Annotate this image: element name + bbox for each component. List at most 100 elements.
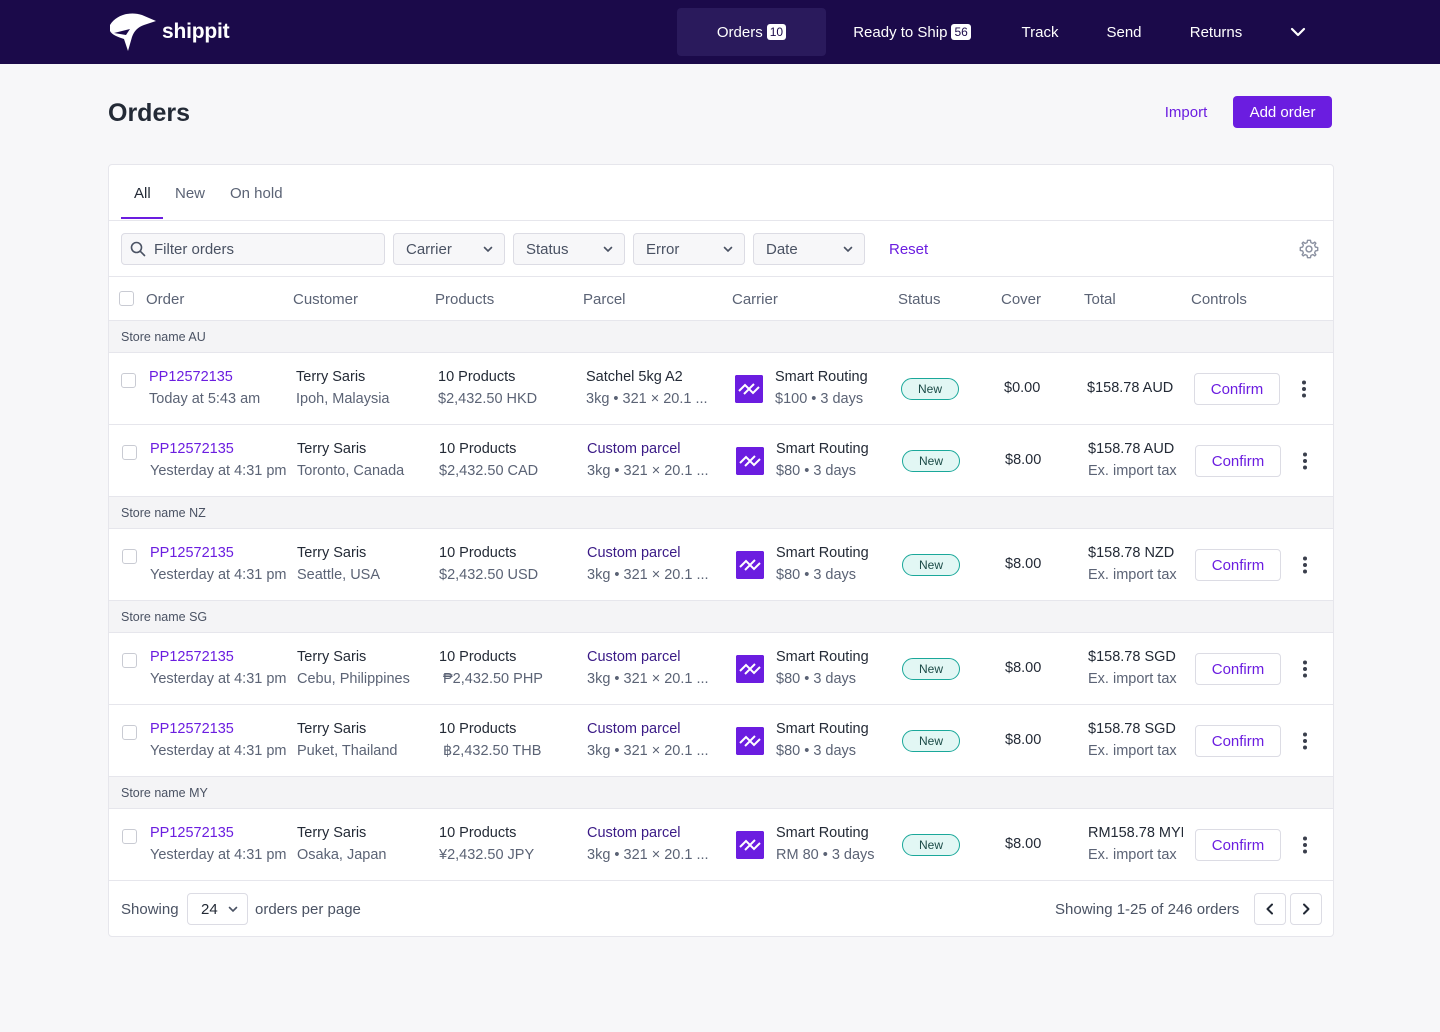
confirm-button[interactable]: Confirm [1194, 373, 1280, 405]
carrier-filter[interactable]: Carrier [393, 233, 505, 265]
filter-orders-input[interactable] [154, 240, 374, 258]
nav-ready-badge: 56 [951, 24, 971, 40]
carrier-detail: $80 • 3 days [776, 567, 857, 583]
chevron-down-icon [603, 246, 613, 253]
import-button[interactable]: Import [1150, 96, 1222, 128]
product-price: $2,432.50 HKD [438, 391, 538, 407]
row-checkbox[interactable] [121, 373, 136, 388]
kebab-icon[interactable] [1295, 659, 1315, 679]
column-parcel[interactable]: Parcel [583, 291, 626, 308]
order-id-link[interactable]: PP12572135 [150, 441, 234, 457]
error-filter[interactable]: Error [633, 233, 745, 265]
row-checkbox[interactable] [122, 829, 137, 844]
order-id-link[interactable]: PP12572135 [150, 721, 234, 737]
confirm-button[interactable]: Confirm [1195, 445, 1281, 477]
kebab-icon[interactable] [1295, 555, 1315, 575]
nav-track[interactable]: Track [1010, 8, 1070, 56]
store-group-header: Store name NZ [109, 497, 1333, 529]
gear-icon[interactable] [1298, 238, 1320, 260]
order-id-link[interactable]: PP12572135 [150, 825, 234, 841]
smart-routing-icon [735, 375, 763, 403]
table-row[interactable]: PP12572135 Today at 5:43 am Terry Saris … [109, 353, 1333, 425]
nav-send[interactable]: Send [1096, 8, 1152, 56]
table-row[interactable]: PP12572135 Yesterday at 4:31 pm Terry Sa… [109, 425, 1333, 497]
carrier-detail: $80 • 3 days [776, 743, 857, 759]
total-note: Ex. import tax [1088, 463, 1177, 479]
column-carrier[interactable]: Carrier [732, 291, 778, 308]
kebab-icon[interactable] [1295, 451, 1315, 471]
status-badge: New [902, 658, 960, 680]
carrier-detail: $80 • 3 days [776, 463, 857, 479]
add-order-button[interactable]: Add order [1233, 96, 1332, 128]
date-filter[interactable]: Date [753, 233, 865, 265]
cover-amount: $8.00 [1005, 660, 1042, 676]
customer-name: Terry Saris [297, 825, 367, 841]
smart-routing-icon [736, 831, 764, 859]
product-price: $2,432.50 USD [439, 567, 539, 583]
chevron-down-icon [723, 246, 733, 253]
confirm-button[interactable]: Confirm [1195, 725, 1281, 757]
showing-label: Showing [121, 901, 179, 918]
status-filter[interactable]: Status [513, 233, 625, 265]
parcel-name[interactable]: Custom parcel [587, 545, 681, 561]
chevron-down-icon [228, 906, 238, 913]
confirm-button[interactable]: Confirm [1195, 653, 1281, 685]
tab-all[interactable]: All [134, 185, 151, 202]
nav-orders[interactable]: Orders 10 [677, 8, 826, 56]
product-price: ₱2,432.50 PHP [443, 671, 543, 687]
parcel-name[interactable]: Custom parcel [587, 825, 681, 841]
customer-location: Toronto, Canada [297, 463, 405, 479]
tab-on-hold[interactable]: On hold [230, 185, 283, 202]
brand-logo[interactable]: shippit [108, 11, 230, 53]
table-row[interactable]: PP12572135 Yesterday at 4:31 pm Terry Sa… [109, 529, 1333, 601]
product-count: 10 Products [438, 369, 516, 385]
previous-page-button[interactable] [1254, 893, 1286, 925]
total-note: Ex. import tax [1088, 847, 1177, 863]
table-row[interactable]: PP12572135 Yesterday at 4:31 pm Terry Sa… [109, 633, 1333, 705]
column-order[interactable]: Order [146, 291, 185, 308]
order-id-link[interactable]: PP12572135 [150, 649, 234, 665]
table-header: Order Customer Products Parcel Carrier S… [109, 277, 1333, 321]
column-products[interactable]: Products [435, 291, 495, 308]
customer-location: Ipoh, Malaysia [296, 391, 390, 407]
product-count: 10 Products [439, 441, 517, 457]
nav-returns[interactable]: Returns [1178, 8, 1254, 56]
parcel-name[interactable]: Custom parcel [587, 721, 681, 737]
parcel-name[interactable]: Custom parcel [587, 441, 681, 457]
column-customer[interactable]: Customer [293, 291, 359, 308]
row-checkbox[interactable] [122, 653, 137, 668]
parcel-name[interactable]: Custom parcel [587, 649, 681, 665]
table-row[interactable]: PP12572135 Yesterday at 4:31 pm Terry Sa… [109, 705, 1333, 777]
confirm-button[interactable]: Confirm [1195, 549, 1281, 581]
column-total[interactable]: Total [1084, 291, 1116, 308]
chevron-down-icon [843, 246, 853, 253]
cover-amount: $8.00 [1005, 836, 1042, 852]
search-box [121, 233, 385, 265]
select-all-checkbox[interactable] [119, 291, 134, 306]
cover-amount: $8.00 [1005, 556, 1042, 572]
kebab-icon[interactable] [1295, 835, 1315, 855]
tab-new[interactable]: New [175, 185, 206, 202]
column-cover[interactable]: Cover [1001, 291, 1042, 308]
order-id-link[interactable]: PP12572135 [149, 369, 233, 385]
date-filter-label: Date [766, 240, 798, 258]
carrier-filter-label: Carrier [406, 240, 452, 258]
nav-ready-to-ship[interactable]: Ready to Ship 56 [840, 8, 984, 56]
chevron-down-icon[interactable] [1286, 20, 1310, 44]
kebab-icon[interactable] [1295, 731, 1315, 751]
order-time: Yesterday at 4:31 pm [150, 567, 287, 583]
cover-amount: $0.00 [1004, 380, 1041, 396]
reset-filters-link[interactable]: Reset [889, 241, 929, 258]
next-page-button[interactable] [1290, 893, 1322, 925]
row-checkbox[interactable] [122, 445, 137, 460]
row-checkbox[interactable] [122, 549, 137, 564]
carrier-name: Smart Routing [776, 825, 869, 841]
column-status[interactable]: Status [898, 291, 941, 308]
orders-card: All New On hold Carrier Status Error Dat… [108, 164, 1334, 937]
table-row[interactable]: PP12572135 Yesterday at 4:31 pm Terry Sa… [109, 809, 1333, 881]
order-id-link[interactable]: PP12572135 [150, 545, 234, 561]
per-page-select[interactable]: 24 [187, 893, 248, 925]
row-checkbox[interactable] [122, 725, 137, 740]
kebab-icon[interactable] [1294, 379, 1314, 399]
confirm-button[interactable]: Confirm [1195, 829, 1281, 861]
